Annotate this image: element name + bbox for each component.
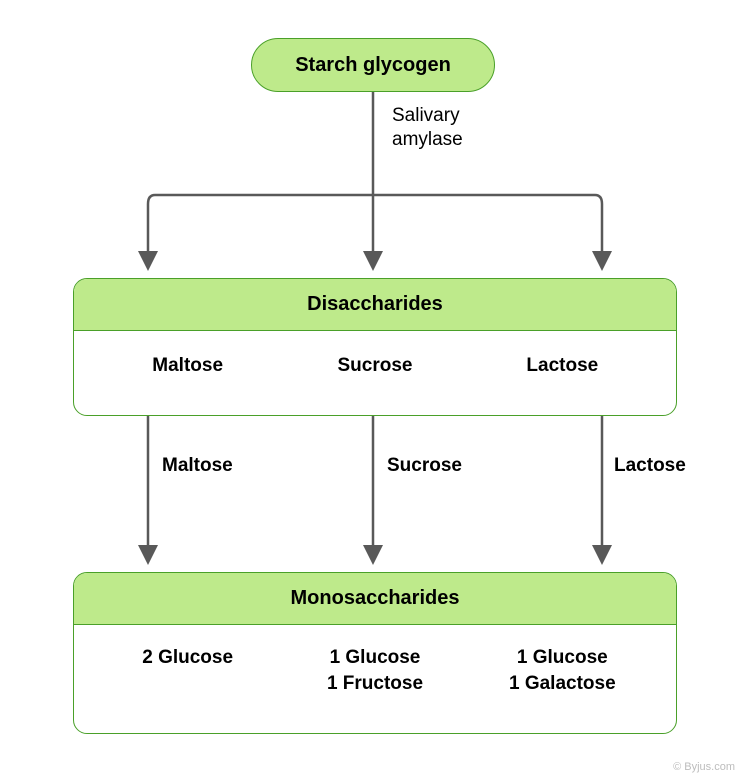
disaccharides-header: Disaccharides <box>74 279 676 331</box>
disacc-item-maltose: Maltose <box>118 353 258 379</box>
starch-glycogen-node: Starch glycogen <box>251 38 495 92</box>
mono-2-line-0: 1 Glucose <box>492 645 632 671</box>
monosaccharides-box: Monosaccharides 2 Glucose 1 Glucose 1 Fr… <box>73 572 677 734</box>
mono-col-1: 1 Glucose 1 Fructose <box>305 645 445 696</box>
middle-label-lactose: Lactose <box>614 455 686 477</box>
monosaccharides-header: Monosaccharides <box>74 573 676 625</box>
enzyme-line-1: Salivary <box>392 104 463 128</box>
starch-glycogen-label: Starch glycogen <box>295 54 451 77</box>
mono-col-2: 1 Glucose 1 Galactose <box>492 645 632 696</box>
mono-0-line-0: 2 Glucose <box>118 645 258 671</box>
disaccharides-box: Disaccharides Maltose Sucrose Lactose <box>73 278 677 416</box>
disacc-item-lactose: Lactose <box>492 353 632 379</box>
mono-1-line-0: 1 Glucose <box>305 645 445 671</box>
mono-col-0: 2 Glucose <box>118 645 258 696</box>
enzyme-line-2: amylase <box>392 128 463 152</box>
mono-1-line-1: 1 Fructose <box>305 671 445 697</box>
middle-label-sucrose: Sucrose <box>387 455 462 477</box>
monosaccharides-body: 2 Glucose 1 Glucose 1 Fructose 1 Glucose… <box>74 625 676 722</box>
salivary-amylase-label: Salivary amylase <box>392 104 463 152</box>
disaccharides-body: Maltose Sucrose Lactose <box>74 331 676 405</box>
carbohydrate-digestion-diagram: Starch glycogen Salivary amylase Disacch… <box>0 0 750 783</box>
disaccharides-title: Disaccharides <box>307 293 443 315</box>
middle-label-maltose: Maltose <box>162 455 233 477</box>
mono-2-line-1: 1 Galactose <box>492 671 632 697</box>
disacc-item-sucrose: Sucrose <box>305 353 445 379</box>
monosaccharides-title: Monosaccharides <box>291 587 460 609</box>
watermark: © Byjus.com <box>673 761 735 773</box>
